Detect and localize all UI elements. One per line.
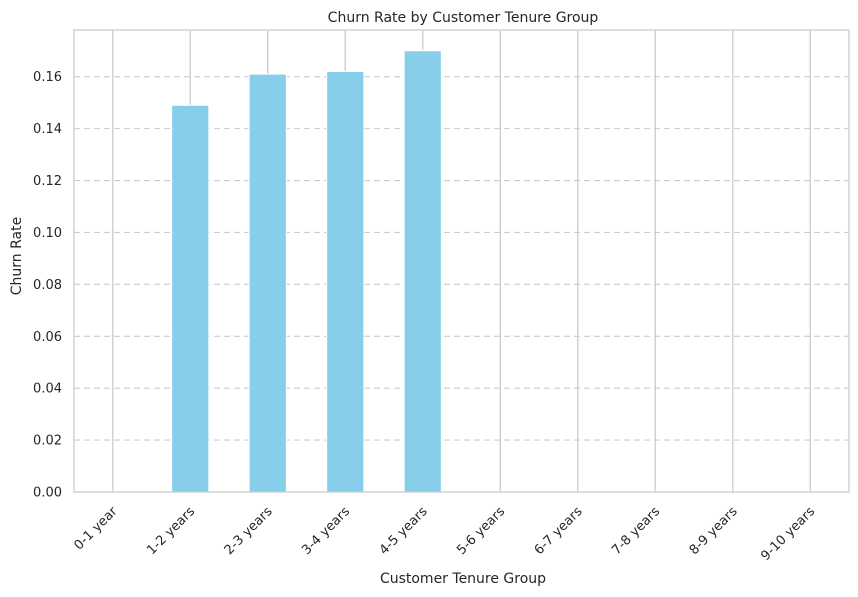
y-tick-label: 0.14 [33,122,62,137]
x-tick-label: 2-3 years [222,504,276,558]
x-tick-label: 3-4 years [299,504,353,558]
x-tick-label: 7-8 years [609,504,663,558]
x-tick-label: 8-9 years [687,504,741,558]
bar-1-2-years [171,104,210,493]
y-axis-label: Churn Rate [9,217,25,295]
plot-frame [73,29,850,493]
y-tick-label: 0.12 [33,174,62,189]
bar-4-5-years [403,50,442,493]
bars [171,50,442,493]
x-tick-label: 9-10 years [758,504,818,564]
x-tick-label: 1-2 years [144,504,198,558]
y-tick-label: 0.02 [33,434,62,449]
bar-3-4-years [326,71,365,493]
x-tick-label: 5-6 years [454,504,508,558]
x-tick-label: 4-5 years [377,504,431,558]
chart-title: Churn Rate by Customer Tenure Group [328,10,599,26]
y-tick-label: 0.08 [33,278,62,293]
x-tick-label: 0-1 year [72,504,122,554]
y-tick-label: 0.16 [33,70,62,85]
x-axis-label: Customer Tenure Group [380,571,546,587]
y-tick-label: 0.04 [33,382,62,397]
y-tick-label: 0.00 [33,486,62,501]
x-tick-labels: 0-1 year 1-2 years 2-3 years 3-4 years 4-5 y… [72,504,819,564]
bar-2-3-years [248,73,287,493]
y-tick-label: 0.06 [33,330,62,345]
y-tick-label: 0.10 [33,226,62,241]
y-tick-labels: 0.00 0.02 0.04 0.06 0.08 0.10 0.12 0.14 0.16 [33,70,62,500]
x-tick-label: 6-7 years [532,504,586,558]
